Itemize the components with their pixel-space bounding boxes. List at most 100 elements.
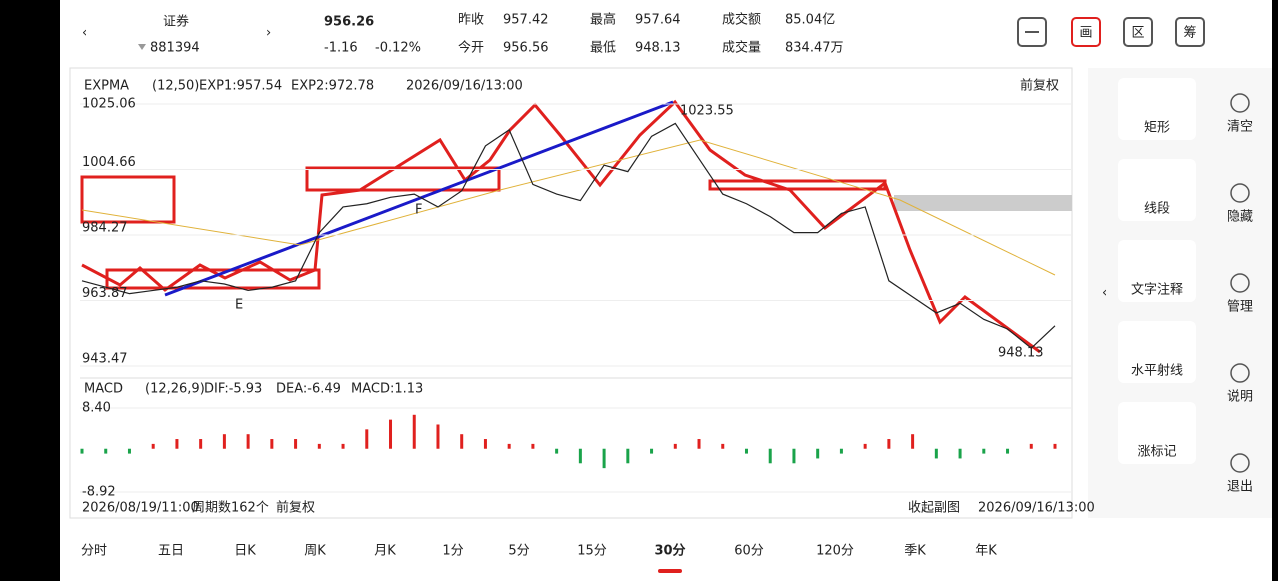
period-tab[interactable]: 分时 [81, 544, 107, 559]
indicator-text: (12,50) [152, 79, 199, 94]
indicator-text[interactable]: 前复权 [1020, 78, 1059, 94]
icon-box[interactable] [1175, 17, 1205, 47]
price-line [81, 122, 1056, 350]
period-tab[interactable]: 月K [374, 544, 396, 559]
footer-text: 周期数162个 [192, 501, 269, 516]
macd-bar [483, 439, 487, 449]
period-tab[interactable]: 季K [904, 544, 926, 559]
y-tick-label: 8.40 [82, 401, 111, 416]
change: -1.16 [324, 41, 358, 56]
macd-bar [341, 443, 345, 449]
icon-label: 筹 [1183, 25, 1196, 41]
macd-bar [460, 434, 464, 449]
period-tab[interactable]: 1分 [442, 544, 463, 559]
stat-value: 85.04亿 [785, 13, 835, 28]
stat-label: 最高 [590, 12, 616, 28]
macd-bar [697, 439, 701, 449]
period-tab[interactable]: 60分 [734, 544, 764, 559]
macd-bar [887, 439, 891, 449]
side-icon[interactable] [1230, 93, 1250, 113]
background [60, 0, 1272, 581]
stock-name: 证券 [163, 14, 189, 30]
macd-bar [127, 448, 131, 454]
high-label: 1023.55 [680, 104, 734, 119]
tool-label: 水平射线 [1131, 363, 1183, 379]
indicator-text: DEA:-6.49 [276, 382, 341, 397]
macd-bar [104, 448, 108, 454]
collapse-arrow[interactable]: ‹ [1102, 286, 1107, 301]
period-tab[interactable]: 日K [234, 544, 256, 559]
period-tab[interactable]: 年K [975, 544, 997, 559]
stat-value: 956.56 [503, 41, 549, 56]
macd-bar [151, 443, 155, 449]
y-tick-label: 963.87 [82, 286, 128, 301]
next-arrow[interactable]: › [266, 26, 271, 41]
macd-bar [863, 443, 867, 449]
indicator-text: DIF:-5.93 [204, 382, 262, 397]
period-tab[interactable]: 周K [304, 544, 326, 559]
footer-text: 2026/09/16/13:00 [978, 501, 1095, 516]
y-tick-label: 1004.66 [82, 155, 136, 170]
period-tab[interactable]: 五日 [158, 544, 184, 559]
indicator-text[interactable]: EXPMA [84, 79, 129, 94]
indicator-text: EXP2:972.78 [291, 79, 374, 94]
macd-bar [650, 448, 654, 454]
stat-label: 最低 [590, 41, 616, 56]
macd-bar [792, 448, 796, 464]
macd-bar [911, 434, 915, 449]
indicator-text: (12,26,9) [145, 382, 205, 397]
change-pct: -0.12% [375, 41, 421, 56]
macd-bar [80, 448, 84, 454]
indicator-text[interactable]: MACD [84, 382, 123, 397]
macd-bar [839, 448, 843, 454]
icon-box[interactable] [1017, 17, 1047, 47]
stat-value: 948.13 [635, 41, 681, 56]
footer-text: 2026/08/19/11:00 [82, 501, 199, 516]
side-icon[interactable] [1230, 273, 1250, 293]
side-icon[interactable] [1230, 183, 1250, 203]
annotation: E [235, 298, 243, 313]
macd-bar [270, 439, 274, 449]
macd-bar [721, 443, 725, 449]
prev-arrow[interactable]: ‹ [82, 26, 87, 41]
tool-button[interactable] [1118, 321, 1196, 383]
tool-label: 涨标记 [1137, 445, 1176, 460]
macd-bar [389, 419, 393, 449]
macd-bar [317, 443, 321, 449]
tool-button[interactable] [1118, 78, 1196, 140]
icon-box[interactable] [1071, 17, 1101, 47]
chart-frame [69, 67, 1073, 519]
macd-bar [175, 439, 179, 449]
icon-box[interactable] [1123, 17, 1153, 47]
side-icon[interactable] [1230, 453, 1250, 473]
tool-button[interactable] [1118, 159, 1196, 221]
period-tab[interactable]: 15分 [577, 544, 607, 559]
period-tab[interactable]: 30分 [654, 543, 685, 559]
stat-value: 957.64 [635, 13, 681, 28]
stat-label: 成交量 [722, 40, 761, 56]
macd-bar [958, 448, 962, 459]
stat-value: 834.47万 [785, 41, 844, 56]
tool-button[interactable] [1118, 402, 1196, 464]
macd-bar [578, 448, 582, 464]
stat-label: 成交额 [722, 12, 761, 28]
period-tab[interactable]: 5分 [508, 544, 529, 559]
tool-button[interactable] [1118, 240, 1196, 302]
period-tab[interactable]: 120分 [816, 544, 854, 559]
side-label: 清空 [1227, 120, 1253, 135]
y-tick-label: 984.27 [82, 220, 128, 235]
macd-bar [1006, 448, 1010, 454]
macd-bar [555, 448, 559, 454]
shade [894, 195, 1072, 211]
footer-text: 前复权 [276, 500, 315, 516]
macd-bar [982, 448, 986, 454]
stock-code: 881394 [150, 41, 200, 56]
footer-text[interactable]: 收起副图 [908, 501, 960, 516]
macd-bar [531, 443, 535, 449]
stat-label: 昨收 [458, 13, 484, 28]
side-icon[interactable] [1230, 363, 1250, 383]
macd-bar [626, 448, 630, 464]
dropdown-arrow[interactable] [138, 44, 146, 50]
